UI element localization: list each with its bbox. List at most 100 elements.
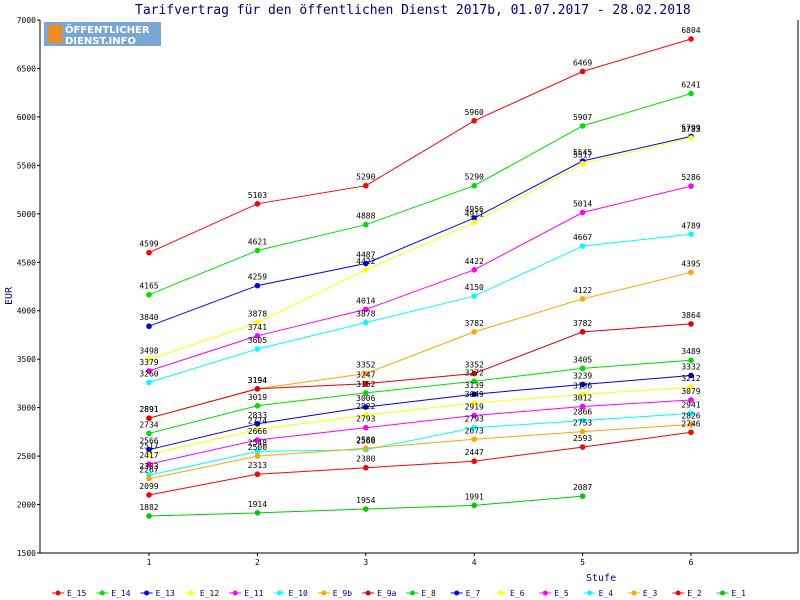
data-label: 3741: [248, 323, 267, 332]
legend-label: E_12: [200, 589, 219, 598]
data-point: [471, 293, 478, 299]
data-point: [579, 391, 586, 398]
data-point: [688, 135, 694, 141]
data-point: [146, 446, 152, 453]
data-point: [146, 430, 152, 437]
data-point: [471, 436, 478, 443]
legend-item: E_7: [450, 589, 481, 598]
data-point: [146, 291, 152, 298]
legend-item: E_9b: [317, 589, 352, 598]
data-label: 2593: [573, 434, 592, 443]
series-line: [148, 399, 692, 465]
data-label: 3379: [139, 358, 158, 367]
series-e-10: 3260 3605 3878 4150 4667 4789: [139, 221, 701, 386]
data-point: [688, 183, 694, 189]
data-point: [579, 243, 586, 249]
series-e-2: 2099 2313 2380 2447 2593 2746: [139, 419, 701, 498]
data-label: 3405: [573, 355, 592, 364]
data-point: [579, 209, 586, 216]
data-label: 2267: [139, 466, 158, 475]
data-point: [579, 68, 586, 75]
legend-swatch-marker: [675, 590, 681, 596]
legend-item: E_11: [229, 589, 264, 598]
data-point: [579, 296, 586, 302]
logo-line1: ÖFFENTLICHER: [65, 22, 150, 36]
x-tick-label: 3: [363, 558, 368, 567]
data-label: 1991: [465, 492, 484, 501]
data-point: [363, 412, 369, 418]
data-label: 2673: [465, 426, 484, 435]
data-point: [471, 329, 478, 335]
legend-swatch-marker: [409, 590, 415, 596]
data-label: 4667: [573, 233, 592, 242]
legend-swatch-marker: [144, 590, 150, 596]
legend-item: E_3: [627, 589, 658, 598]
data-point: [363, 306, 369, 313]
y-axis-label: EUR: [4, 286, 15, 305]
legend-swatch-marker: [188, 590, 194, 596]
legend-item: E_10: [273, 589, 308, 598]
series-line: [148, 431, 692, 496]
legend-label: E_7: [466, 589, 481, 598]
data-point: [688, 421, 694, 428]
data-point: [363, 390, 369, 396]
data-label: 2417: [139, 451, 158, 460]
series-e-4: 2303 2548 2566 2793 2866 2941: [139, 400, 701, 478]
data-point: [254, 282, 261, 289]
data-label: 2566: [356, 437, 375, 446]
legend-swatch-marker: [55, 590, 61, 596]
data-label: 2833: [248, 411, 267, 420]
data-point: [688, 321, 694, 327]
data-point: [688, 90, 694, 97]
legend-swatch-marker: [277, 590, 282, 596]
series-e-13: 3840 4259 4487 4956 5545 5799: [139, 123, 701, 330]
y-ticks: 1500 2000 2500 3000 3500 4000 4500 5000 5500 6000…: [17, 16, 40, 558]
data-point: [146, 475, 152, 482]
legend-item: E_14: [96, 589, 131, 598]
data-label: 2866: [573, 408, 592, 417]
data-label: 4014: [356, 296, 375, 305]
x-tick-label: 1: [147, 558, 152, 567]
data-point: [579, 160, 586, 167]
data-point: [254, 421, 261, 427]
data-label: 3049: [465, 390, 484, 399]
data-label: 3079: [681, 387, 700, 396]
y-tick-label: 3000: [17, 404, 36, 413]
x-tick-label: 5: [580, 558, 585, 567]
series-line: [148, 135, 692, 327]
data-label: 2753: [573, 419, 592, 428]
data-point: [579, 381, 586, 388]
series-e-12: 3498 3878 4422 4911 5517 5783: [139, 125, 701, 363]
data-label: 2793: [356, 415, 375, 424]
data-label: 5014: [573, 199, 592, 208]
x-axis-label: Stufe: [586, 573, 616, 584]
data-label: 2303: [139, 462, 158, 471]
series-e-7: 2566 2833 3006 3139 3239 3332: [139, 362, 701, 453]
y-tick-label: 1500: [17, 549, 36, 558]
legend-label: E_8: [421, 589, 436, 598]
data-label: 2517: [139, 441, 158, 450]
data-label: 3152: [356, 380, 375, 389]
data-label: 3605: [248, 336, 267, 345]
data-label: 2774: [248, 417, 267, 426]
data-label: 2891: [139, 405, 158, 414]
data-label: 5799: [681, 123, 700, 132]
series-line: [148, 233, 692, 383]
series-line: [148, 93, 692, 296]
legend-label: E_3: [643, 589, 658, 598]
data-point: [254, 386, 261, 392]
legend-label: E_2: [687, 589, 702, 598]
data-point: [363, 445, 369, 452]
data-point: [254, 346, 261, 352]
legend-label: E_10: [289, 589, 308, 598]
data-point: [254, 201, 261, 207]
data-label: 5783: [681, 125, 700, 134]
series-line: [148, 38, 692, 254]
y-tick-label: 3500: [17, 355, 36, 364]
legend-label: E_4: [599, 589, 614, 598]
legend-item: E_5: [539, 589, 569, 598]
series-e-8: 2734 3019 3152 3272 3405 3489: [139, 347, 701, 437]
data-point: [363, 182, 369, 189]
data-label: 3006: [356, 394, 375, 403]
data-label: 4395: [681, 259, 700, 268]
